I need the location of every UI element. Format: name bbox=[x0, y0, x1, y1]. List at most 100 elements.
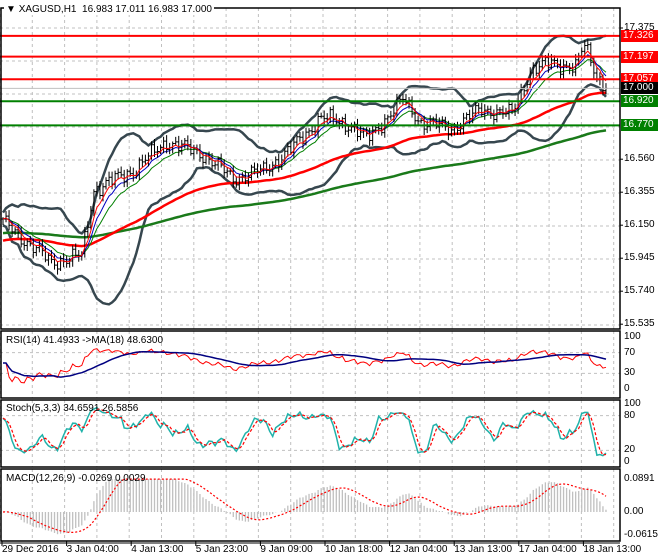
ohlc-bar bbox=[480, 102, 484, 118]
price-axis-label: 16.560 bbox=[624, 153, 655, 165]
macd-signal-line bbox=[2, 478, 607, 533]
rsi-ma-line bbox=[3, 351, 607, 378]
ohlc-bar bbox=[298, 131, 302, 142]
stoch-title: Stoch(5,3,3) 34.6591 26.5856 bbox=[6, 403, 139, 414]
ohlc-bar bbox=[349, 122, 353, 133]
ohlc-bar bbox=[331, 105, 335, 126]
ma-fast-blue-line bbox=[2, 54, 607, 261]
ohlc-bar bbox=[22, 240, 26, 251]
ohlc-bar bbox=[177, 135, 181, 157]
ohlc-bar bbox=[165, 135, 169, 154]
ohlc-bar bbox=[153, 138, 156, 157]
ohlc-bar bbox=[216, 156, 220, 171]
ohlc-bar bbox=[398, 94, 402, 105]
ohlc-bar bbox=[465, 112, 469, 121]
ohlc-bar bbox=[586, 39, 590, 51]
ohlc-bar bbox=[183, 137, 187, 149]
indicator-axis-label: 0 bbox=[624, 456, 630, 467]
ohlc-bar bbox=[92, 189, 96, 217]
ohlc-bar bbox=[525, 78, 529, 95]
ohlc-bar bbox=[310, 125, 314, 136]
ohlc-bar bbox=[386, 114, 390, 125]
ohlc-bar bbox=[510, 102, 514, 115]
ma-fast-green-line bbox=[2, 59, 607, 257]
ohlc-bar bbox=[143, 154, 147, 165]
indicator-axis-label: 100 bbox=[624, 331, 641, 342]
ohlc-bar bbox=[462, 112, 466, 135]
indicator-axis-label: -0.0615 bbox=[624, 528, 658, 540]
ohlc-bar bbox=[562, 59, 566, 80]
ohlc-bar bbox=[319, 112, 323, 119]
macd-title: MACD(12,26,9) -0.0269 0.0029 bbox=[6, 473, 146, 484]
time-axis-label: 13 Jan 13:00 bbox=[454, 544, 513, 555]
panel-frame bbox=[0, 468, 621, 542]
ohlc-bar bbox=[304, 127, 308, 146]
ohlc-bar bbox=[468, 109, 472, 125]
ohlc-bar bbox=[116, 168, 120, 180]
ohlc-bar bbox=[131, 167, 135, 182]
ohlc-bar bbox=[113, 170, 117, 188]
ohlc-bar bbox=[540, 55, 544, 71]
indicator-axis-label: 20 bbox=[624, 444, 636, 456]
ohlc-bar bbox=[262, 160, 266, 175]
ohlc-bar bbox=[98, 180, 102, 200]
ohlc-bar bbox=[568, 63, 572, 75]
ohlc-bar bbox=[74, 243, 78, 258]
panel-frame bbox=[0, 399, 621, 468]
rsi-line bbox=[3, 348, 607, 384]
price-level-tag: 17.326 bbox=[621, 29, 658, 42]
ohlc-bar bbox=[56, 261, 60, 275]
ohlc-bar bbox=[280, 154, 284, 171]
ohlc-bar bbox=[146, 152, 150, 167]
ohlc-bar bbox=[34, 245, 38, 257]
ohlc-bar bbox=[225, 167, 229, 178]
ohlc-bar bbox=[125, 169, 129, 188]
indicator-axis-label: 30 bbox=[624, 367, 636, 379]
ohlc-bar bbox=[19, 226, 23, 248]
ohlc-bar bbox=[25, 237, 29, 252]
symbol-label: XAGUSD,H1 bbox=[18, 4, 77, 15]
indicator-axis-label: 0 bbox=[624, 383, 630, 394]
ohlc-bar bbox=[559, 59, 563, 79]
time-axis-label: 3 Jan 04:00 bbox=[66, 544, 119, 555]
price-axis-label: 15.740 bbox=[624, 285, 655, 297]
ohlc-bar bbox=[89, 206, 93, 230]
rsi-title: RSI(14) 41.4933 ->MA(18) 48.6300 bbox=[6, 335, 164, 346]
bollinger-lower-band bbox=[2, 83, 607, 306]
ohlc-bar bbox=[534, 61, 538, 76]
ohlc-bar bbox=[337, 118, 341, 130]
price-level-tag: 16.920 bbox=[621, 95, 658, 108]
ohlc-bar bbox=[389, 110, 393, 120]
current-price-tag: 17.000 bbox=[621, 82, 658, 95]
time-axis-label: 29 Dec 2016 bbox=[2, 544, 59, 555]
ohlc-bar bbox=[419, 118, 423, 124]
ma-red-line bbox=[2, 91, 607, 248]
ohlc-bar bbox=[53, 253, 57, 270]
ohlc-bar bbox=[498, 107, 502, 116]
ohlc-bar bbox=[286, 142, 290, 157]
ohlc-bar bbox=[16, 224, 20, 238]
price-axis-label: 15.945 bbox=[624, 252, 655, 264]
indicator-axis-label: 70 bbox=[624, 346, 636, 358]
stoch-k-line bbox=[2, 406, 607, 457]
ohlc-bar bbox=[249, 164, 253, 181]
ohlc-bar bbox=[86, 221, 90, 238]
ohlc-bar bbox=[277, 154, 281, 173]
time-axis-label: 5 Jan 23:00 bbox=[195, 544, 249, 555]
time-axis-label: 10 Jan 18:00 bbox=[325, 544, 383, 555]
ohlc-bar bbox=[107, 171, 111, 186]
ohlc-bar bbox=[4, 211, 8, 223]
ohlc-bar bbox=[392, 107, 396, 122]
price-axis-label: 15.535 bbox=[624, 318, 655, 330]
price-level-tag: 16.770 bbox=[621, 119, 658, 132]
ohlc-bar bbox=[137, 157, 141, 181]
ohlc-bar bbox=[246, 172, 250, 187]
ma-slow-green-line bbox=[2, 129, 607, 239]
panel-frame bbox=[0, 7, 621, 330]
triangle-down-icon[interactable]: ▼ bbox=[6, 4, 16, 15]
indicator-axis-label: 0.0891 bbox=[624, 473, 655, 485]
price-axis-label: 16.150 bbox=[624, 219, 655, 231]
ohlc-bar bbox=[328, 106, 332, 124]
panel-frame bbox=[0, 330, 621, 399]
